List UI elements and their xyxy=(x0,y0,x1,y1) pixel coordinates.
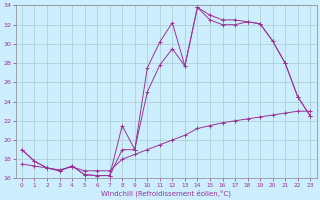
X-axis label: Windchill (Refroidissement éolien,°C): Windchill (Refroidissement éolien,°C) xyxy=(101,189,231,197)
